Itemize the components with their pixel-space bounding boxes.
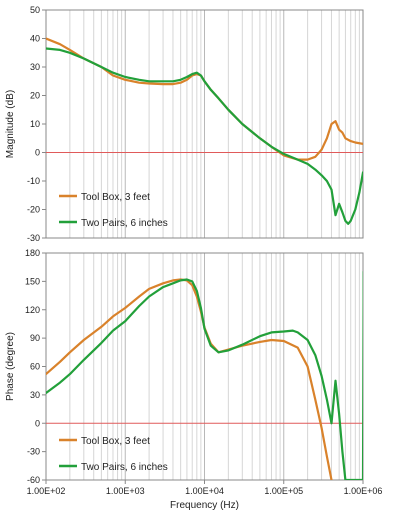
y-tick-label: 150 bbox=[25, 276, 40, 286]
y-tick-label: -30 bbox=[27, 447, 40, 457]
x-tick-label: 1.00E+05 bbox=[264, 486, 303, 496]
y-axis-label: Phase (degree) bbox=[5, 332, 16, 401]
chart-legend: Tool Box, 3 feet Two Pairs, 6 inches bbox=[59, 192, 168, 229]
legend-label: Tool Box, 3 feet bbox=[81, 192, 150, 203]
chart-panel-phase: 180 150 120 90 60 30 0 -30 -601.00E+02 1.00E+03 1.… bbox=[5, 248, 382, 511]
legend-label: Two Pairs, 6 inches bbox=[81, 462, 168, 473]
y-tick-label: 60 bbox=[30, 362, 40, 372]
series-line-two-pairs bbox=[46, 47, 363, 225]
chart-legend: Tool Box, 3 feet Two Pairs, 6 inches bbox=[59, 436, 168, 473]
series-line-tool-box bbox=[46, 278, 333, 480]
legend-label: Tool Box, 3 feet bbox=[81, 436, 150, 447]
x-tick-label: 1.00E+06 bbox=[344, 486, 383, 496]
x-tick-label: 1.00E+02 bbox=[27, 486, 66, 496]
y-tick-label: 50 bbox=[30, 5, 40, 15]
y-tick-label: -30 bbox=[27, 233, 40, 243]
y-tick-label: 0 bbox=[35, 418, 40, 428]
chart-panel-magnitude: 50 40 30 20 10 0 -10 -20 -30 Magnitude (dB) Tool B… bbox=[5, 5, 364, 243]
y-tick-label: 90 bbox=[30, 333, 40, 343]
y-tick-label: -10 bbox=[27, 176, 40, 186]
y-tick-label: 180 bbox=[25, 248, 40, 258]
y-tick-label: 20 bbox=[30, 91, 40, 101]
y-tick-label: 30 bbox=[30, 62, 40, 72]
y-tick-label: -20 bbox=[27, 205, 40, 215]
x-tick-label: 1.00E+04 bbox=[185, 486, 224, 496]
legend-label: Two Pairs, 6 inches bbox=[81, 218, 168, 229]
y-tick-label: -60 bbox=[27, 475, 40, 485]
y-axis-label: Magnitude (dB) bbox=[5, 90, 16, 158]
y-tick-label: 30 bbox=[30, 390, 40, 400]
series-line-two-pairs bbox=[46, 271, 363, 480]
x-tick-label: 1.00E+03 bbox=[106, 486, 145, 496]
x-axis-label: Frequency (Hz) bbox=[170, 500, 239, 511]
y-tick-label: 10 bbox=[30, 119, 40, 129]
y-tick-label: 40 bbox=[30, 34, 40, 44]
y-tick-label: 0 bbox=[35, 148, 40, 158]
y-tick-label: 120 bbox=[25, 305, 40, 315]
